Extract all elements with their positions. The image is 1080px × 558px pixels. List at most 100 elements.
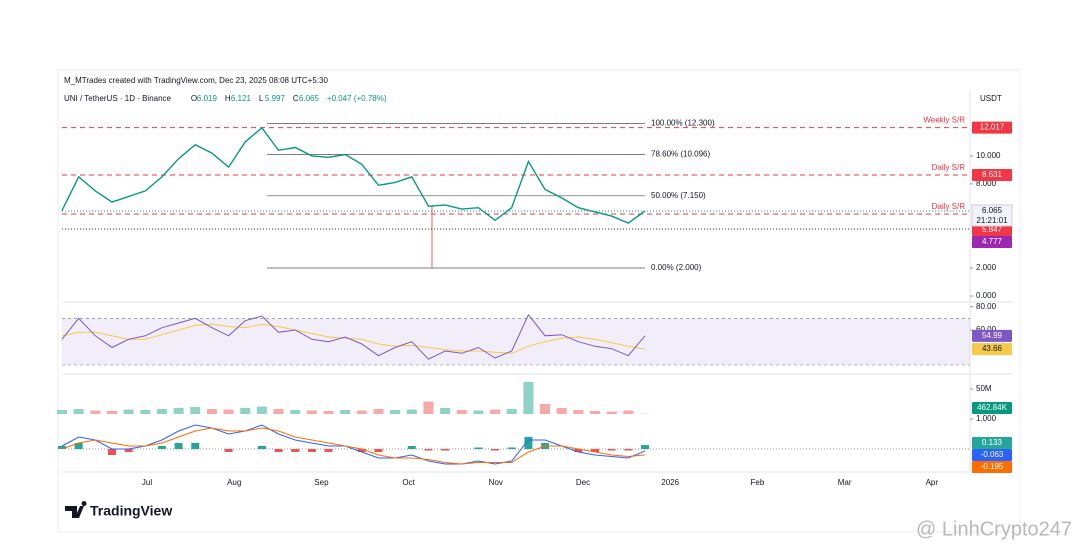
rsi-label: 54.99 — [982, 331, 1003, 340]
volume-bar — [340, 410, 351, 414]
macd-histogram — [307, 449, 316, 452]
level-name: Weekly S/R — [923, 116, 965, 125]
ohlc-label: L — [259, 94, 264, 103]
logo-icon — [65, 501, 87, 518]
histogram-label: 0.133 — [982, 438, 1003, 447]
volume-bar — [206, 409, 217, 414]
volume-bar — [256, 406, 267, 414]
x-tick-label: Mar — [838, 478, 852, 487]
volume-bar — [57, 410, 67, 414]
level-label-box — [972, 169, 1012, 182]
y-tick-label: 10.000 — [976, 151, 1001, 160]
y-tick-label: 0.000 — [976, 291, 997, 300]
volume-bar — [390, 410, 401, 414]
macd-signal — [61, 427, 646, 465]
watermark: @ LinhCrypto247 — [916, 518, 1072, 540]
volume-bar — [323, 411, 334, 414]
macd-histogram — [474, 447, 483, 449]
macd-histogram — [374, 449, 383, 452]
symbol: UNI / TetherUS · 1D · Binance — [64, 94, 172, 103]
macd-histogram — [224, 449, 233, 452]
macd-histogram — [257, 446, 266, 449]
macd-label: -0.063 — [981, 450, 1004, 459]
x-tick-label: Jul — [142, 478, 152, 487]
change: +0.047 (+0.78%) — [327, 94, 387, 103]
volume-bar — [590, 411, 601, 414]
y-tick-label: 60.00 — [976, 325, 997, 334]
x-tick-label: Aug — [227, 478, 241, 487]
macd-histogram — [591, 449, 600, 452]
volume-bar — [306, 410, 317, 414]
volume-bar — [623, 410, 634, 414]
macd-histogram — [407, 446, 416, 449]
level-label: 5.847 — [982, 225, 1003, 234]
y-tick-label: 8.000 — [976, 179, 997, 188]
level-label: 8.631 — [982, 170, 1003, 179]
macd-histogram — [441, 449, 450, 451]
macd-histogram — [58, 446, 66, 449]
macd-histogram — [624, 449, 633, 451]
logo-text: TradingView — [90, 503, 172, 519]
y-tick-label: 50M — [976, 384, 992, 393]
macd-histogram — [357, 449, 366, 452]
macd-histogram — [74, 443, 83, 449]
current-label: 6.065 — [982, 206, 1003, 215]
fib-label: 50.00% (7.150) — [651, 191, 706, 200]
marker-label: 4.777 — [982, 237, 1003, 246]
macd-histogram — [157, 446, 166, 449]
volume-bar — [573, 410, 584, 414]
volume-bar — [406, 409, 417, 414]
y-tick-label: 1.000 — [976, 414, 997, 423]
level-label: 12.017 — [980, 123, 1005, 132]
volume-bar — [423, 401, 434, 414]
macd-histogram — [641, 445, 649, 449]
macd-histogram — [174, 443, 183, 449]
macd-histogram — [507, 447, 516, 449]
volume-bar — [540, 404, 551, 414]
x-tick-label: Dec — [576, 478, 590, 487]
volume-bar — [123, 409, 134, 414]
volume-bar — [190, 407, 201, 414]
volume-bar — [473, 410, 484, 414]
x-tick-label: Oct — [402, 478, 415, 487]
volume-bar — [273, 409, 284, 414]
ohlc-value: 5.997 — [265, 94, 286, 103]
histogram-label-box — [972, 437, 1012, 449]
chart-panel — [57, 69, 1021, 533]
x-tick-label: Feb — [751, 478, 765, 487]
macd-histogram — [524, 437, 533, 449]
rsi-signal-label: 43.66 — [982, 344, 1003, 353]
attribution: M_MTrades created with TradingView.com, … — [64, 76, 328, 85]
volume-bar — [356, 410, 367, 414]
macd-histogram — [274, 449, 283, 452]
macd-histogram — [491, 449, 500, 451]
volume-bar — [90, 410, 101, 414]
macd-histogram — [107, 449, 116, 455]
y-tick-label: 80.00 — [976, 302, 997, 311]
current-box — [971, 204, 1013, 227]
volume-bar — [556, 408, 567, 414]
volume-bar — [73, 409, 84, 414]
level-name: Daily S/R — [932, 202, 966, 211]
volume-bar — [523, 382, 534, 414]
macd-line — [61, 424, 646, 465]
macd-histogram — [574, 449, 583, 452]
ohlc-value: 6.121 — [231, 94, 252, 103]
x-tick-label: Sep — [314, 478, 329, 487]
signal-label-box — [972, 461, 1012, 473]
fib-label: 78.60% (10.096) — [651, 150, 710, 159]
volume-bar — [106, 411, 117, 414]
volume-bar — [140, 410, 151, 414]
volume-bar — [373, 409, 384, 414]
macd-histogram — [607, 449, 616, 451]
price-line — [61, 126, 646, 224]
macd-histogram — [424, 449, 433, 451]
volume-bar — [440, 408, 451, 414]
volume-bar — [606, 411, 617, 414]
ohlc-label: C — [293, 94, 299, 103]
volume-bar — [223, 409, 234, 414]
ohlc-value: 6.019 — [197, 94, 218, 103]
tradingview-logo: TradingView — [65, 501, 172, 519]
